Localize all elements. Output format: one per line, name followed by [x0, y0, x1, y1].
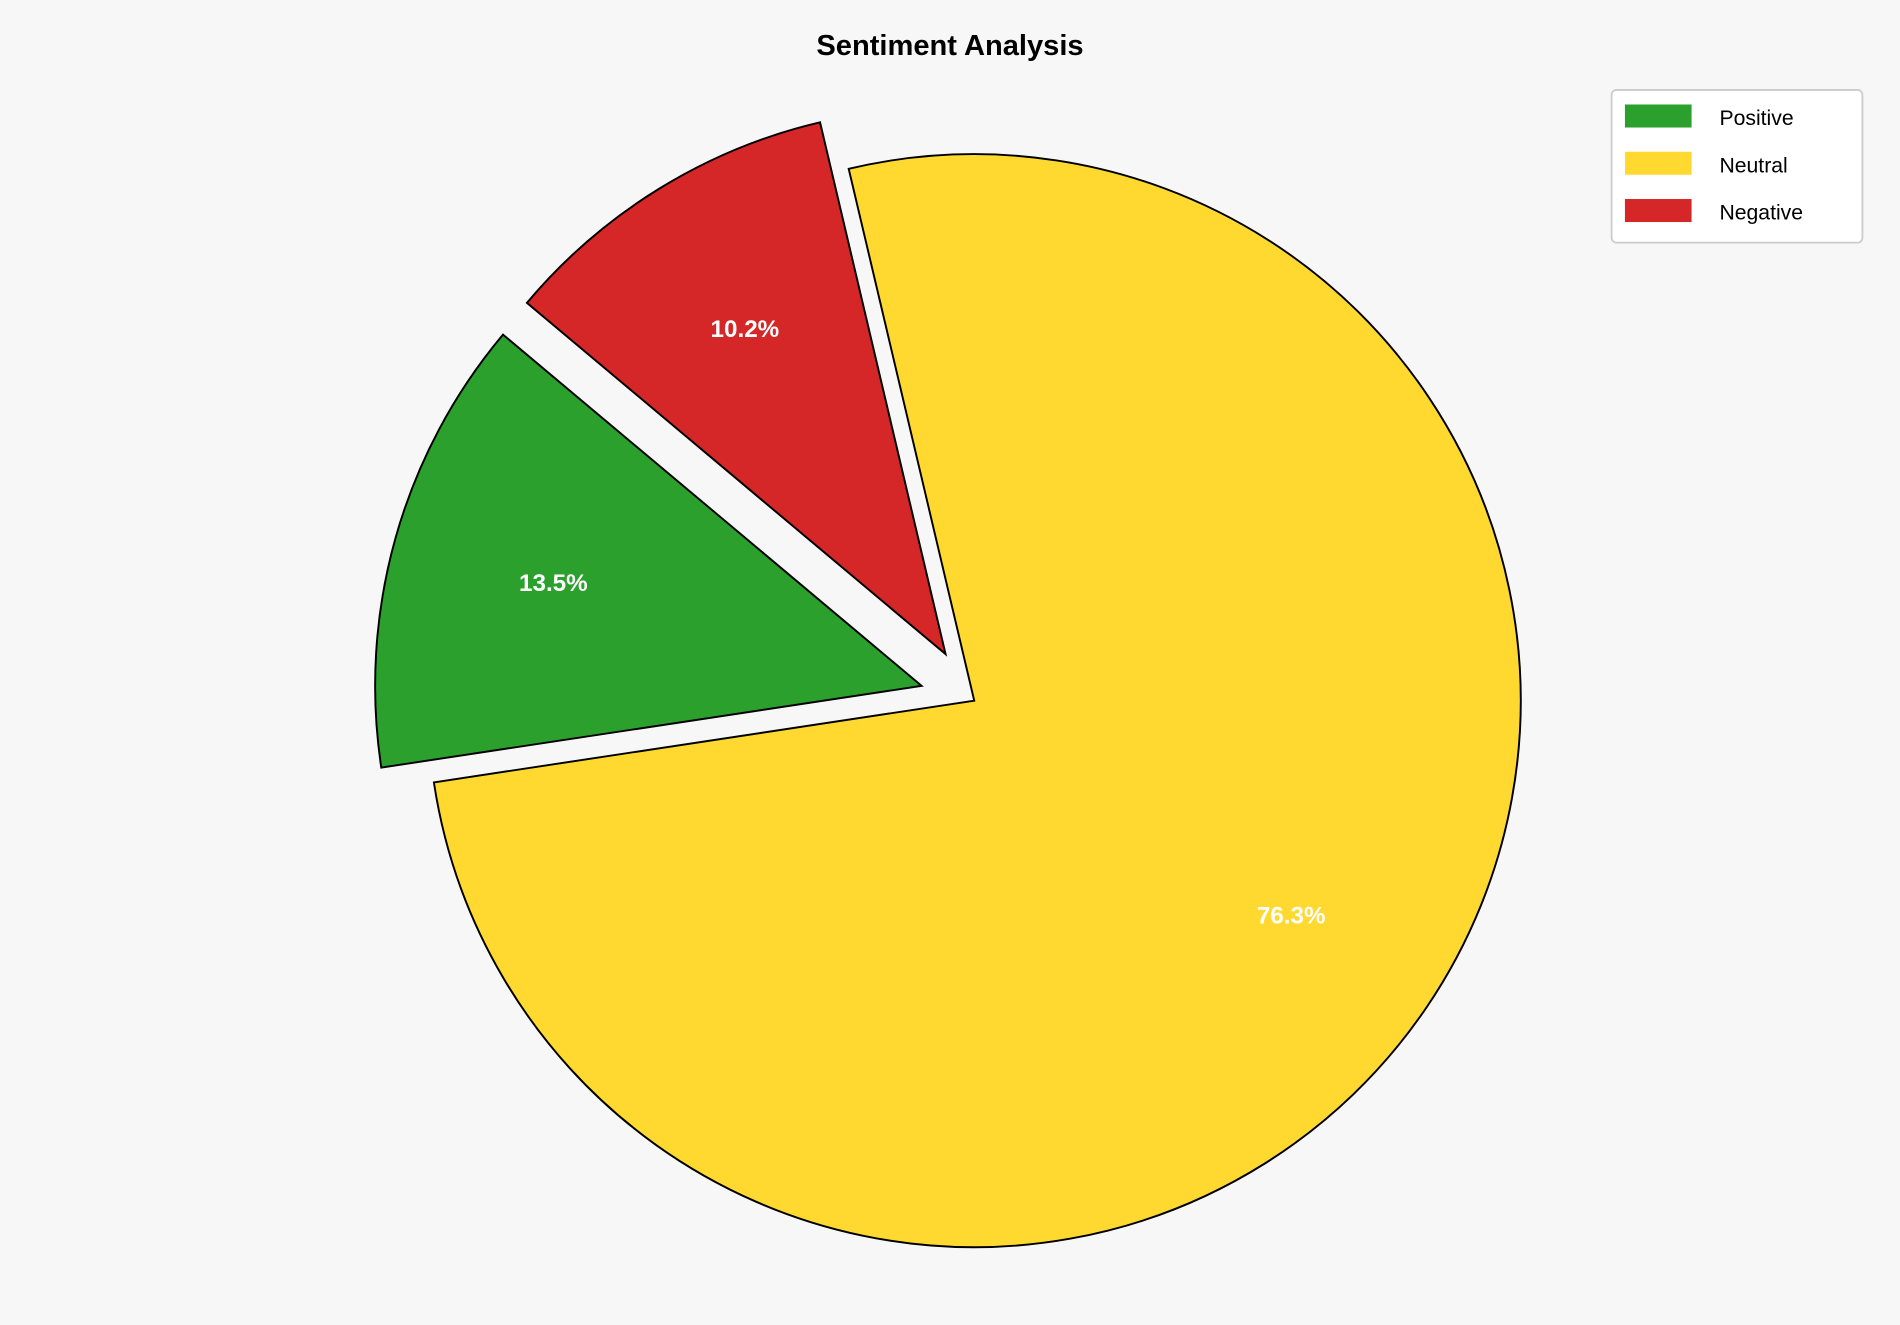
- legend-label: Positive: [1719, 107, 1793, 130]
- legend-item-neutral: Neutral: [1624, 151, 1788, 177]
- legend-item-negative: Negative: [1624, 199, 1803, 225]
- legend-item-positive: Positive: [1624, 104, 1794, 130]
- pie-slice-negative: [525, 121, 948, 657]
- pie-slice-positive: [374, 333, 924, 769]
- legend-swatch: [1624, 104, 1692, 128]
- slice-label-neutral: 76.3%: [1257, 902, 1326, 929]
- pie-slice-neutral: [432, 153, 1522, 1249]
- chart-title: Sentiment Analysis: [816, 30, 1083, 62]
- legend: Positive Neutral Negative: [1610, 89, 1864, 244]
- slice-label-positive: 13.5%: [519, 570, 588, 597]
- legend-swatch: [1624, 151, 1692, 175]
- slice-label-negative: 10.2%: [711, 316, 780, 343]
- legend-swatch: [1624, 199, 1692, 223]
- legend-label: Neutral: [1719, 154, 1787, 177]
- legend-label: Negative: [1719, 202, 1803, 225]
